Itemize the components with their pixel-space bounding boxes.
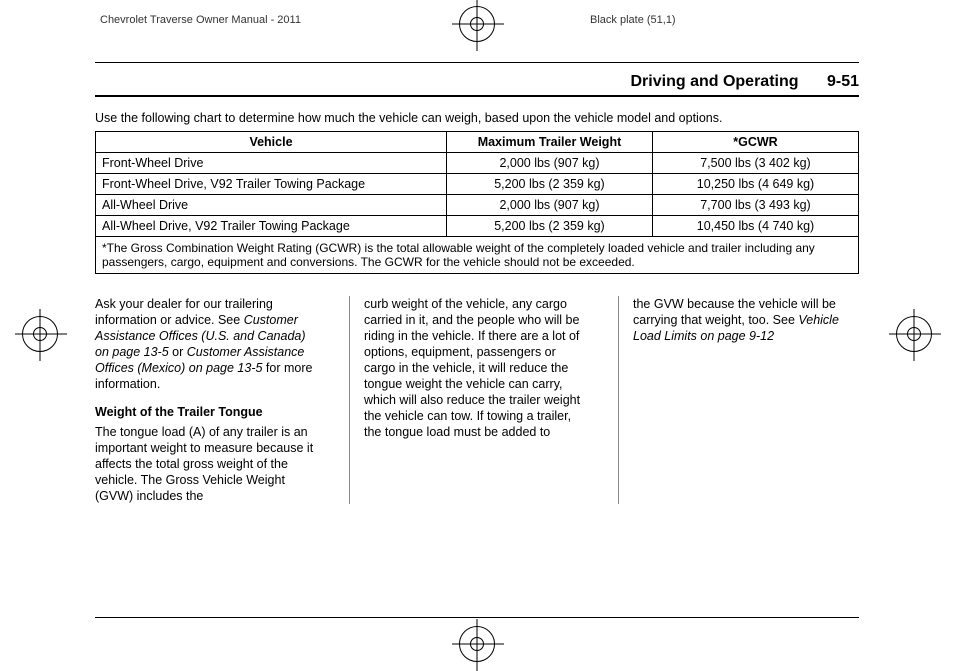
- col3-p: the GVW because the vehicle will be carr…: [633, 296, 859, 344]
- column-2: curb weight of the vehicle, any cargo ca…: [349, 296, 590, 504]
- section-header: Driving and Operating 9-51: [95, 63, 859, 97]
- cell: 2,000 lbs (907 kg): [446, 153, 652, 174]
- reg-mark-top: [459, 6, 495, 42]
- table-footnote-row: *The Gross Combination Weight Rating (GC…: [96, 237, 859, 274]
- cell: Front-Wheel Drive: [96, 153, 447, 174]
- cell: 5,200 lbs (2 359 kg): [446, 216, 652, 237]
- body-columns: Ask your dealer for our trailering infor…: [95, 296, 859, 504]
- header-left: Chevrolet Traverse Owner Manual - 2011: [100, 14, 301, 26]
- cell: 5,200 lbs (2 359 kg): [446, 174, 652, 195]
- col1-p1: Ask your dealer for our trailering infor…: [95, 296, 321, 392]
- table-row: All-Wheel Drive, V92 Trailer Towing Pack…: [96, 216, 859, 237]
- table-row: Front-Wheel Drive, V92 Trailer Towing Pa…: [96, 174, 859, 195]
- column-1: Ask your dealer for our trailering infor…: [95, 296, 321, 504]
- col2-p: curb weight of the vehicle, any cargo ca…: [364, 296, 590, 440]
- text: or: [169, 345, 187, 359]
- table-row: Front-Wheel Drive 2,000 lbs (907 kg) 7,5…: [96, 153, 859, 174]
- header-right: Black plate (51,1): [590, 14, 676, 26]
- cell: All-Wheel Drive, V92 Trailer Towing Pack…: [96, 216, 447, 237]
- section-title: Driving and Operating: [631, 73, 799, 90]
- cell: 7,700 lbs (3 493 kg): [652, 195, 858, 216]
- table-footnote: *The Gross Combination Weight Rating (GC…: [96, 237, 859, 274]
- cell: 10,450 lbs (4 740 kg): [652, 216, 858, 237]
- reg-mark-left: [22, 316, 58, 352]
- th-gcwr: *GCWR: [652, 132, 858, 153]
- cell: 2,000 lbs (907 kg): [446, 195, 652, 216]
- table-row: All-Wheel Drive 2,000 lbs (907 kg) 7,700…: [96, 195, 859, 216]
- page-frame: Driving and Operating 9-51 Use the follo…: [95, 62, 859, 618]
- th-mtw: Maximum Trailer Weight: [446, 132, 652, 153]
- intro-text: Use the following chart to determine how…: [95, 111, 859, 125]
- col1-p2: The tongue load (A) of any trailer is an…: [95, 424, 321, 504]
- reg-mark-right: [896, 316, 932, 352]
- th-vehicle: Vehicle: [96, 132, 447, 153]
- section-page: 9-51: [827, 73, 859, 90]
- cell: Front-Wheel Drive, V92 Trailer Towing Pa…: [96, 174, 447, 195]
- column-3: the GVW because the vehicle will be carr…: [618, 296, 859, 504]
- weight-table: Vehicle Maximum Trailer Weight *GCWR Fro…: [95, 131, 859, 274]
- col1-subhead: Weight of the Trailer Tongue: [95, 404, 321, 420]
- cell: 10,250 lbs (4 649 kg): [652, 174, 858, 195]
- reg-mark-bottom: [459, 626, 495, 662]
- cell: 7,500 lbs (3 402 kg): [652, 153, 858, 174]
- cell: All-Wheel Drive: [96, 195, 447, 216]
